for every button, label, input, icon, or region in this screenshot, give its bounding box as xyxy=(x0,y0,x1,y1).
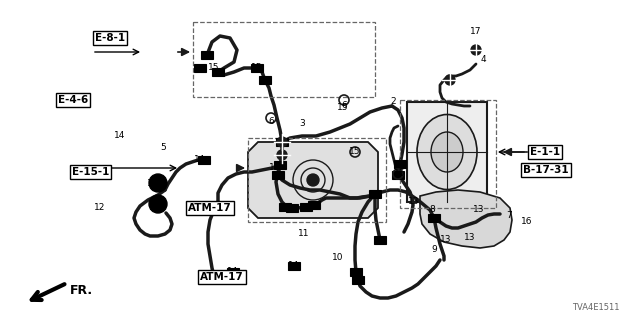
Circle shape xyxy=(149,174,167,192)
Text: 12: 12 xyxy=(94,204,106,212)
Text: E-1-1: E-1-1 xyxy=(530,147,560,157)
Circle shape xyxy=(277,150,287,160)
Ellipse shape xyxy=(431,132,463,172)
Circle shape xyxy=(307,174,319,186)
Text: 5: 5 xyxy=(160,143,166,153)
Bar xyxy=(300,203,312,211)
Text: 13: 13 xyxy=(464,234,476,243)
Bar xyxy=(392,171,404,179)
Bar xyxy=(407,102,487,202)
Bar xyxy=(208,272,220,280)
Text: 3: 3 xyxy=(299,119,305,129)
Text: TVA4E1511: TVA4E1511 xyxy=(573,303,620,312)
Text: 9: 9 xyxy=(431,245,437,254)
Bar xyxy=(279,203,291,211)
Text: 13: 13 xyxy=(408,197,420,206)
Bar xyxy=(272,171,284,179)
Text: 1: 1 xyxy=(369,191,375,201)
Bar xyxy=(194,64,206,72)
Text: 14: 14 xyxy=(227,268,239,276)
Text: FR.: FR. xyxy=(70,284,93,297)
Text: E-15-1: E-15-1 xyxy=(72,167,109,177)
Text: 15: 15 xyxy=(208,63,220,73)
Text: 13: 13 xyxy=(440,236,452,244)
Text: 15: 15 xyxy=(394,170,406,179)
Text: 13: 13 xyxy=(473,205,484,214)
Text: 2: 2 xyxy=(390,98,396,107)
Text: ATM-17: ATM-17 xyxy=(200,272,244,282)
Bar xyxy=(400,100,496,208)
Circle shape xyxy=(277,137,287,147)
Text: 14: 14 xyxy=(288,261,300,270)
Bar xyxy=(428,214,440,222)
Text: 14: 14 xyxy=(300,205,312,214)
Text: ATM-17: ATM-17 xyxy=(188,203,232,213)
Bar xyxy=(374,236,386,244)
Bar xyxy=(227,268,239,276)
Circle shape xyxy=(471,45,481,55)
Text: B-17-31: B-17-31 xyxy=(523,165,568,175)
Text: 15: 15 xyxy=(349,148,361,156)
Text: 14: 14 xyxy=(279,203,291,212)
Text: 11: 11 xyxy=(298,228,310,237)
Bar xyxy=(369,190,381,198)
Text: 15: 15 xyxy=(337,103,349,113)
Text: 8: 8 xyxy=(429,204,435,213)
Bar xyxy=(201,51,213,59)
Text: 18: 18 xyxy=(149,204,161,212)
Text: 15: 15 xyxy=(252,63,263,73)
Bar xyxy=(350,268,362,276)
Text: 6: 6 xyxy=(341,100,347,109)
Text: E-8-1: E-8-1 xyxy=(95,33,125,43)
Bar xyxy=(251,64,263,72)
Bar xyxy=(276,138,288,146)
Bar xyxy=(212,68,224,76)
Bar xyxy=(288,262,300,270)
Text: 16: 16 xyxy=(521,218,532,227)
Text: 14: 14 xyxy=(115,132,125,140)
Bar xyxy=(394,160,406,168)
Bar xyxy=(308,201,320,209)
Polygon shape xyxy=(420,190,512,248)
Circle shape xyxy=(149,195,167,213)
Bar xyxy=(259,76,271,84)
Bar xyxy=(286,204,298,212)
Text: 14: 14 xyxy=(195,156,205,164)
Text: 15: 15 xyxy=(269,164,281,172)
Bar xyxy=(198,156,210,164)
Ellipse shape xyxy=(417,115,477,189)
Text: 6: 6 xyxy=(268,117,274,126)
Circle shape xyxy=(445,75,455,85)
Polygon shape xyxy=(248,142,378,218)
Bar xyxy=(352,276,364,284)
Text: 17: 17 xyxy=(470,28,482,36)
Text: 18: 18 xyxy=(147,179,159,188)
Text: 7: 7 xyxy=(506,211,512,220)
Text: E-4-6: E-4-6 xyxy=(58,95,88,105)
Text: 10: 10 xyxy=(332,253,344,262)
Text: 4: 4 xyxy=(480,55,486,65)
Bar xyxy=(274,161,286,169)
Bar xyxy=(193,22,375,97)
Bar xyxy=(248,138,386,222)
